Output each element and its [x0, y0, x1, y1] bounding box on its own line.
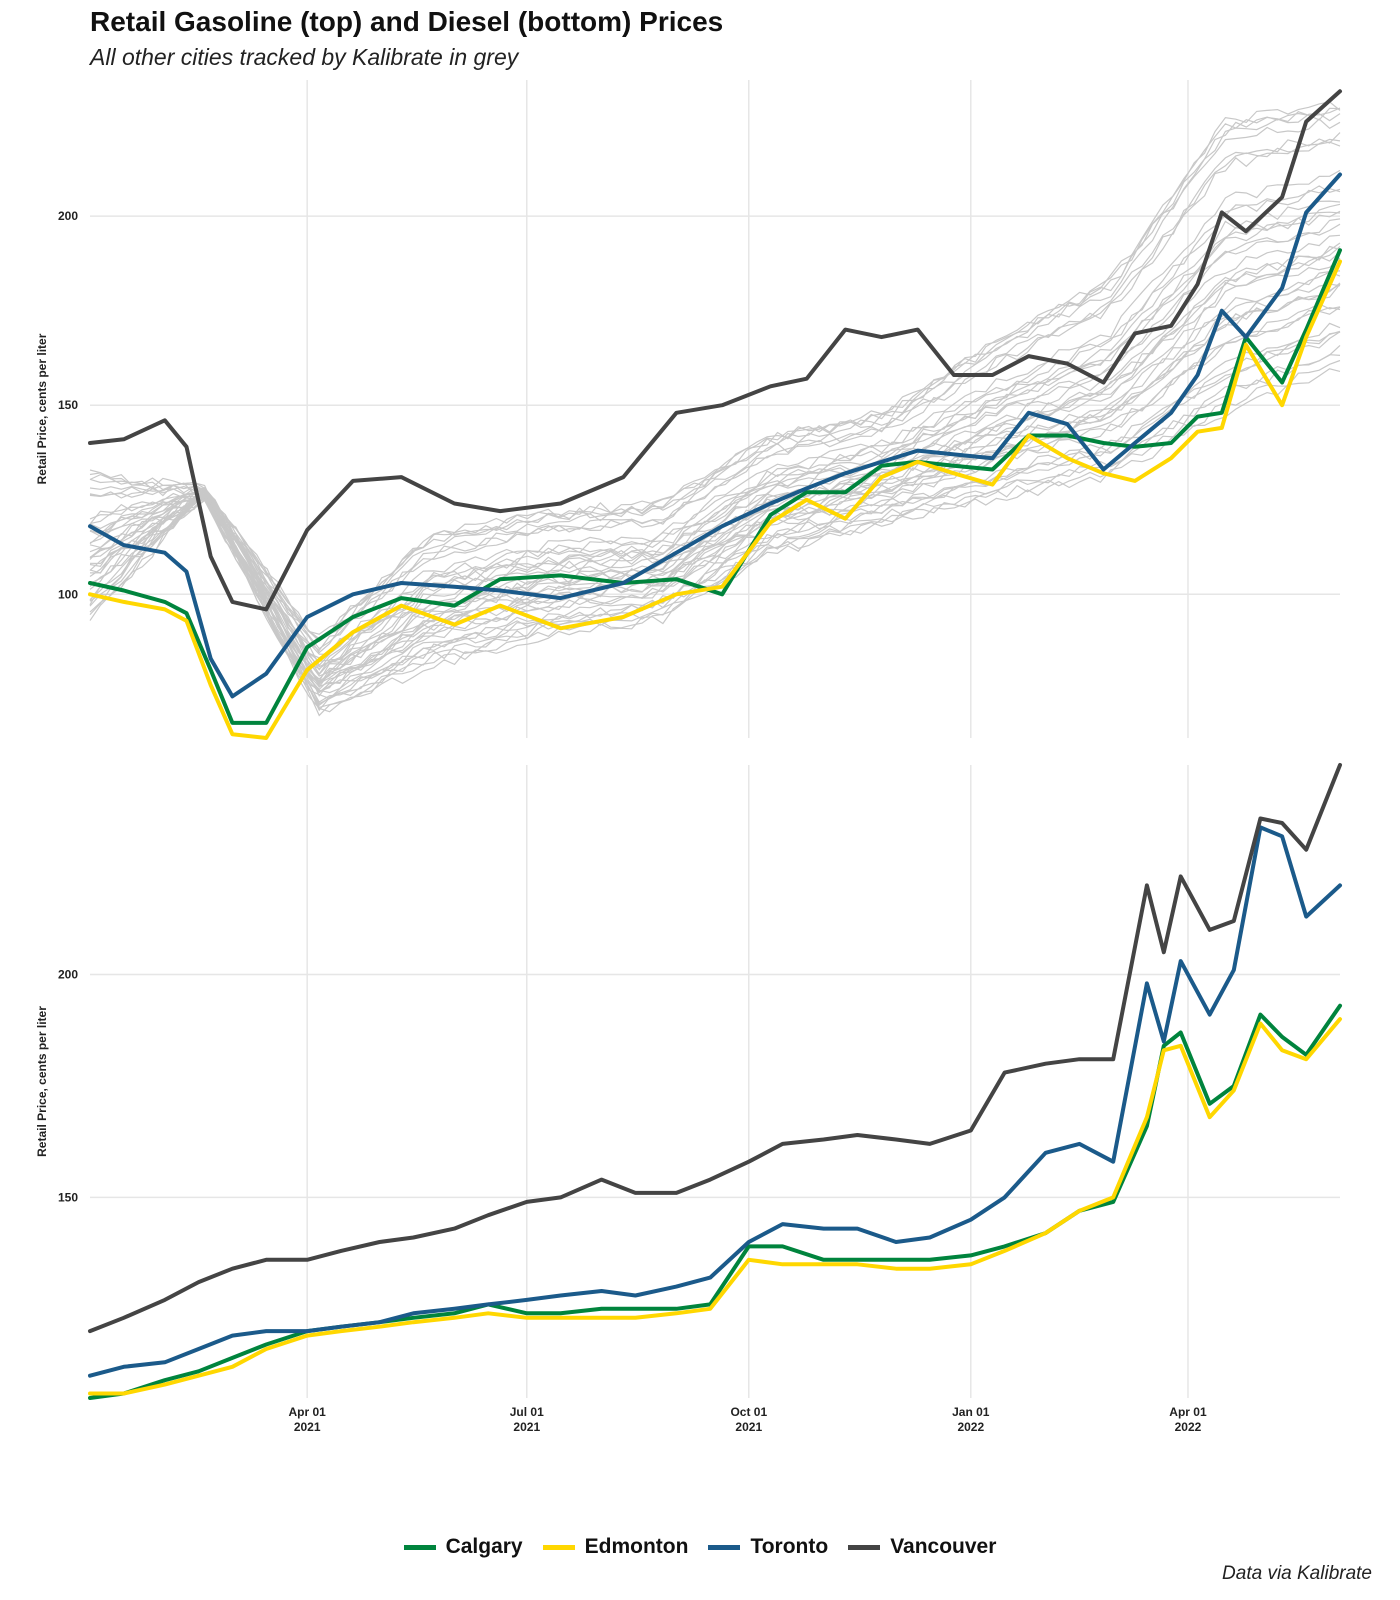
other-city-line [89, 185, 1341, 659]
legend-swatch-edmonton [542, 1544, 575, 1550]
chart-title: Retail Gasoline (top) and Diesel (bottom… [90, 6, 724, 37]
x-tick-label: Apr 01 [1169, 1405, 1207, 1419]
other-city-line [89, 138, 1341, 654]
x-tick-label: Oct 01 [730, 1405, 767, 1419]
other-city-line [89, 354, 1341, 709]
series-line-edmonton [88, 259, 1342, 740]
x-tick-label: 2022 [957, 1420, 984, 1434]
other-city-line [89, 118, 1341, 640]
y-axis-label: Retail Price, cents per liter [35, 1006, 49, 1157]
x-tick-label: Jan 01 [952, 1405, 990, 1419]
other-city-line [89, 257, 1341, 689]
y-tick-label: 200 [58, 968, 78, 982]
legend-label: Calgary [445, 1535, 523, 1558]
x-tick-label: 2021 [735, 1420, 762, 1434]
other-city-line [89, 331, 1341, 705]
other-city-line [89, 234, 1341, 683]
gasoline-panel: 100 150 200 Retail Price, cents per liter [35, 80, 1342, 740]
other-city-line [89, 242, 1341, 680]
legend-label: Edmonton [584, 1535, 689, 1558]
other-city-line [89, 113, 1341, 642]
other-city-line [89, 270, 1341, 683]
y-tick-label: 150 [58, 398, 78, 412]
other-city-line [89, 331, 1341, 703]
series-line-vancouver [88, 763, 1342, 1334]
other-city-line [89, 200, 1341, 662]
series-line-vancouver [88, 89, 1342, 612]
y-axis-label: Retail Price, cents per liter [35, 333, 49, 484]
series-line-calgary [88, 1003, 1342, 1400]
other-city-line [89, 368, 1341, 717]
legend-label: Vancouver [890, 1535, 997, 1558]
other-city-line [89, 330, 1341, 707]
legend-item-edmonton[interactable]: Edmonton [542, 1535, 689, 1559]
other-city-line [89, 359, 1341, 713]
other-city-line [89, 107, 1341, 641]
x-tick-label: 2021 [513, 1420, 540, 1434]
legend-swatch-calgary [403, 1544, 436, 1550]
legend-item-toronto[interactable]: Toronto [708, 1535, 828, 1559]
other-city-line [89, 107, 1341, 643]
y-tick-label: 150 [58, 1190, 78, 1204]
other-city-line [89, 344, 1341, 712]
series-line-calgary [88, 248, 1342, 725]
other-city-line [89, 322, 1341, 700]
legend-item-vancouver[interactable]: Vancouver [848, 1535, 996, 1559]
data-source-caption: Data via Kalibrate [1222, 1563, 1372, 1584]
legend-item-calgary[interactable]: Calgary [403, 1535, 523, 1559]
other-city-line [89, 141, 1341, 650]
y-tick-label: 200 [58, 209, 78, 223]
series-line-toronto [88, 172, 1342, 699]
chart-subtitle: All other cities tracked by Kalibrate in… [90, 44, 519, 70]
legend-swatch-vancouver [848, 1544, 881, 1550]
x-tick-label: Jul 01 [510, 1405, 544, 1419]
legend-swatch-toronto [708, 1544, 741, 1550]
legend-label: Toronto [750, 1535, 829, 1558]
diesel-panel: 150 200 Retail Price, cents per liter Apr 0… [35, 763, 1342, 1434]
x-tick-label: Apr 01 [289, 1405, 327, 1419]
x-tick-label: 2021 [294, 1420, 321, 1434]
series-line-edmonton [88, 1017, 1342, 1396]
y-tick-label: 100 [58, 587, 78, 601]
legend: Calgary Edmonton Toronto Vancouver [0, 1535, 1400, 1559]
series-line-toronto [88, 825, 1342, 1378]
x-tick-label: 2022 [1175, 1420, 1202, 1434]
